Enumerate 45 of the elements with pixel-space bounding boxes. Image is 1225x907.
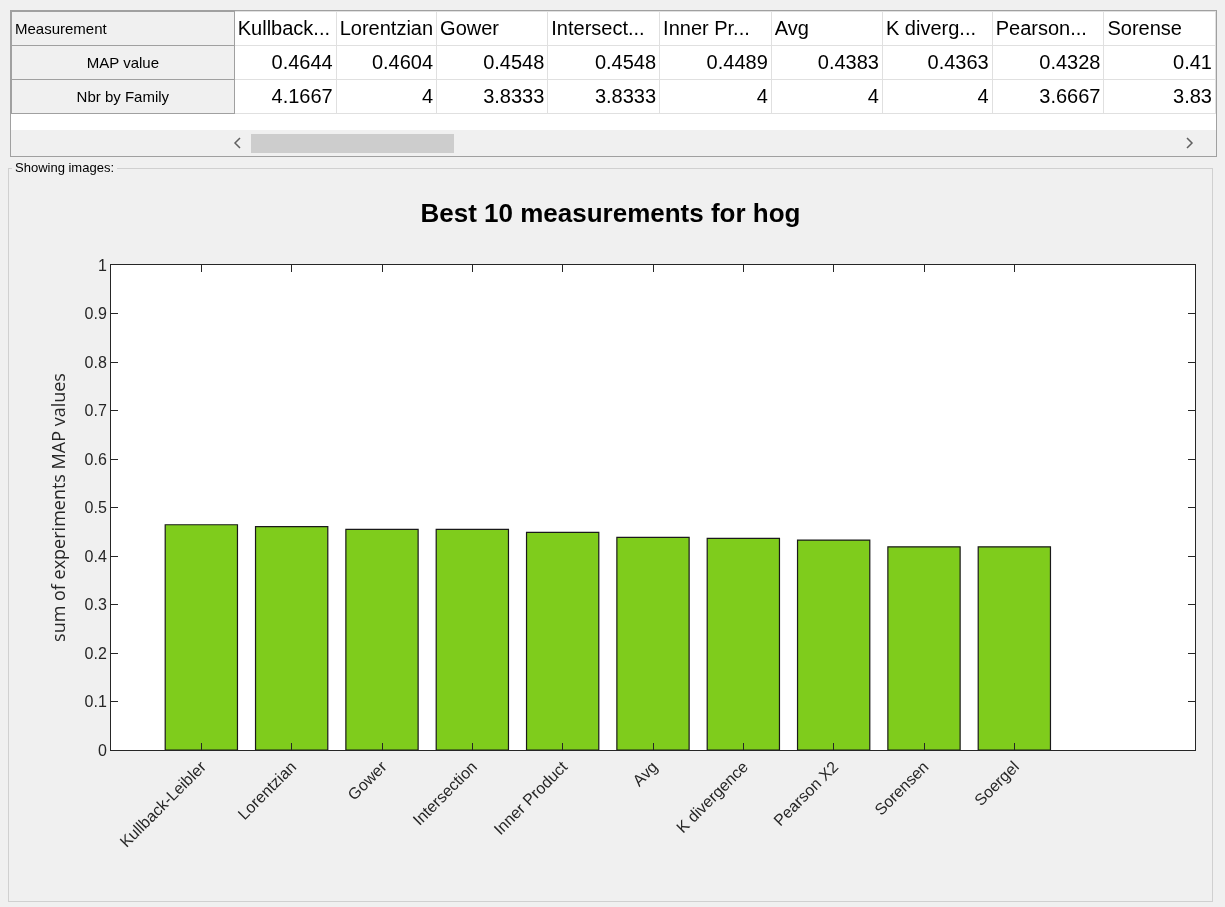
- text: 0.4604: [336, 45, 437, 80]
- y-tick-label: 0.6: [84, 450, 107, 468]
- text: 0.4383: [771, 45, 883, 80]
- text: Sorense: [1103, 11, 1216, 46]
- text: 4: [659, 79, 772, 114]
- y-tick-label: 0: [97, 741, 107, 759]
- text: Lorentzian: [336, 11, 437, 46]
- text: K diverg...: [882, 11, 993, 46]
- y-tick-label: 0.9: [84, 305, 107, 323]
- text: 0.4548: [436, 45, 548, 80]
- text: 4: [336, 79, 437, 114]
- y-tick-label: 0.5: [84, 499, 107, 517]
- y-tick-label: 0.1: [84, 693, 107, 711]
- text: 3.83: [1103, 79, 1216, 114]
- y-tick-label: 0.2: [84, 644, 107, 662]
- y-tick-label: 0.7: [84, 402, 107, 420]
- y-tick-label: 0.8: [84, 353, 107, 371]
- x-tick-label: Avg: [629, 757, 661, 790]
- text: 0.4363: [882, 45, 993, 80]
- text: 4: [771, 79, 883, 114]
- text: Inner Pr...: [659, 11, 772, 46]
- text: Nbr by Family: [11, 79, 235, 114]
- text: Showing images:: [12, 160, 117, 175]
- text: 0.4489: [659, 45, 772, 80]
- text: 0.4328: [992, 45, 1104, 80]
- text: 3.6667: [992, 79, 1104, 114]
- y-tick-label: 0.3: [84, 596, 107, 614]
- text: 4: [882, 79, 993, 114]
- text: MAP value: [11, 45, 235, 80]
- text: Avg: [771, 11, 883, 46]
- text: Measurement: [11, 11, 235, 46]
- text: 4.1667: [234, 79, 337, 114]
- text: 0.41: [1103, 45, 1216, 80]
- text: 0.4644: [234, 45, 337, 80]
- text: Gower: [436, 11, 548, 46]
- text: 3.8333: [547, 79, 660, 114]
- text: Intersect...: [547, 11, 660, 46]
- y-tick-label: 1: [97, 256, 107, 274]
- y-axis-title: sum of experiments MAP values: [45, 373, 70, 642]
- text: Kullback...: [234, 11, 337, 46]
- text: Pearson...: [992, 11, 1104, 46]
- y-tick-label: 0.4: [84, 547, 107, 565]
- text: 3.8333: [436, 79, 548, 114]
- chart-title: Best 10 measurements for hog: [420, 198, 801, 229]
- text: 0.4548: [547, 45, 660, 80]
